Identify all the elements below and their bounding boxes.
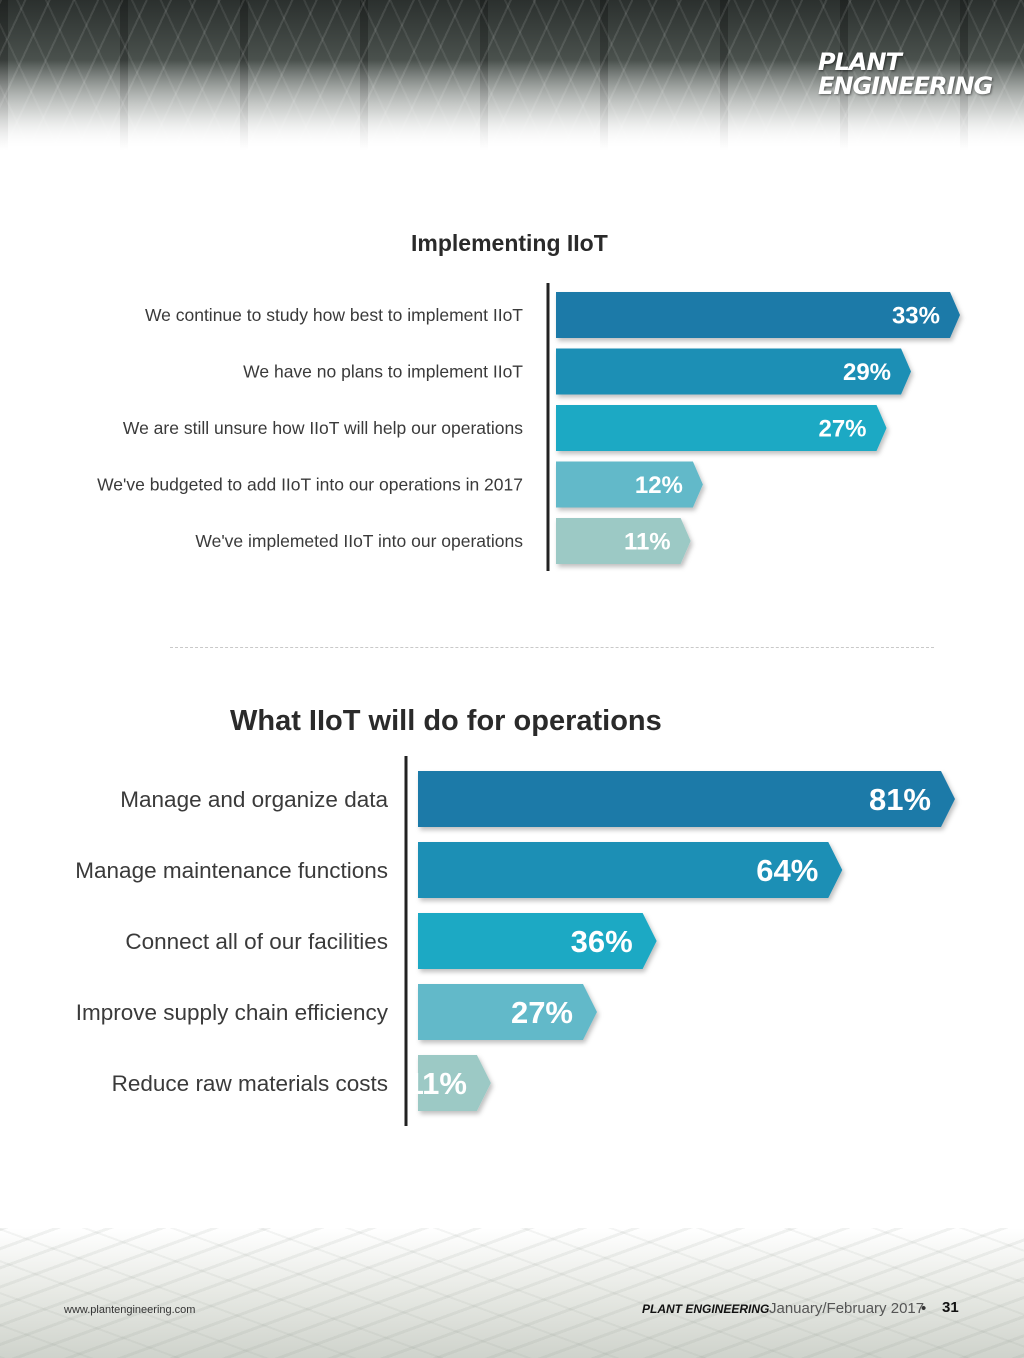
chart2-title: What IIoT will do for operations [230, 705, 662, 737]
section-divider [170, 647, 934, 648]
chart2-category-label-1: Manage and organize data [120, 787, 388, 812]
footer-photo [0, 1228, 1024, 1358]
chart1-value-label-4: 12% [635, 472, 683, 499]
chart2-category-label-4: Improve supply chain efficiency [76, 1000, 389, 1025]
chart2-value-label-2: 64% [756, 853, 818, 888]
chart1-bar-2 [556, 348, 912, 395]
chart1-category-label-4: We've budgeted to add IIoT into our oper… [97, 475, 523, 495]
header-fade [0, 60, 1024, 150]
chart1-implementing-iiot: 33% We continue to study how best to impl… [97, 283, 960, 571]
chart1-category-label-2: We have no plans to implement IIoT [243, 362, 523, 382]
chart1-value-label-5: 11% [624, 529, 671, 556]
chart2-value-label-4: 27% [511, 995, 573, 1030]
chart1-category-label-5: We've implemeted IIoT into our operation… [195, 531, 523, 551]
footer-separator: • [921, 1300, 927, 1317]
chart1-value-label-3: 27% [818, 416, 866, 443]
chart2-what-iiot-will-do: 81% Manage and organize data 64% Manage mai… [75, 756, 955, 1126]
chart1-bar-4 [556, 461, 703, 508]
chart2-category-label-5: Reduce raw materials costs [112, 1071, 388, 1096]
chart1-category-label-1: We continue to study how best to impleme… [145, 305, 523, 325]
chart1-value-label-2: 29% [843, 359, 891, 386]
page-number: 31 [942, 1299, 959, 1316]
chart2-bar-2 [418, 842, 843, 898]
footer-date: January/February 2017 [769, 1300, 925, 1317]
logo-line1: PLANT [818, 48, 902, 76]
chart1-category-label-3: We are still unsure how IIoT will help o… [123, 418, 523, 438]
chart2-value-label-1: 81% [869, 782, 931, 817]
chart1-bar-3 [556, 405, 887, 451]
chart1-title: Implementing IIoT [411, 230, 608, 256]
chart1-bar-1 [556, 292, 960, 338]
chart1-value-label-1: 33% [892, 303, 940, 330]
chart2-bar-1 [418, 771, 955, 827]
chart2-bar-3 [418, 913, 657, 969]
chart2-bar-4 [418, 984, 597, 1040]
footer-url: www.plantengineering.com [64, 1304, 196, 1316]
footer-magazine-name: PLANT ENGINEERING [642, 1302, 770, 1316]
chart2-value-label-5: 11% [407, 1066, 467, 1101]
chart2-category-label-2: Manage maintenance functions [75, 858, 388, 883]
chart2-value-label-3: 36% [571, 924, 633, 959]
chart2-category-label-3: Connect all of our facilities [125, 929, 388, 954]
chart1-bar-5 [556, 518, 691, 564]
chart2-bar-5 [418, 1055, 491, 1111]
